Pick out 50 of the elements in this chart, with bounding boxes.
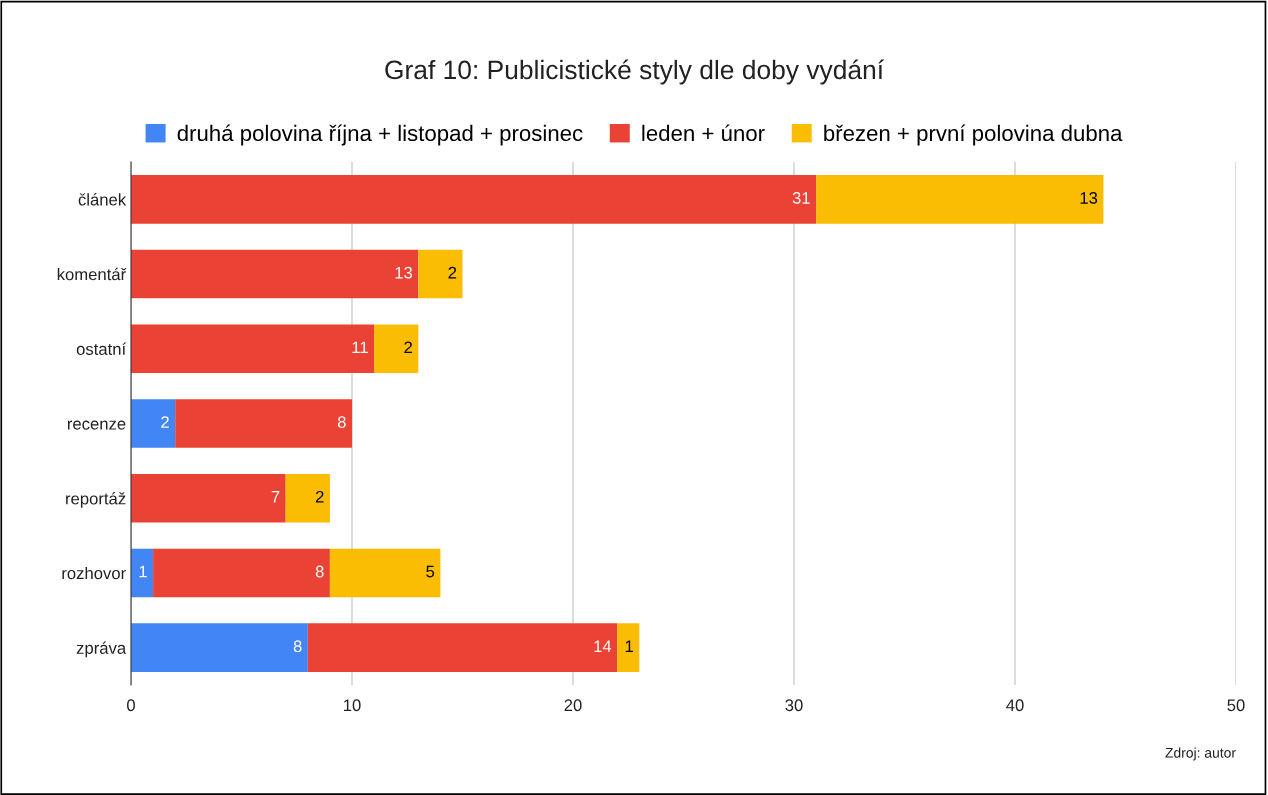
bar: [329, 548, 441, 598]
data-label: 7: [271, 491, 280, 503]
data-label: 11: [352, 341, 368, 354]
data-label: 2: [448, 266, 457, 279]
x-tick-label: 50: [1227, 699, 1245, 712]
y-tick-label: rozhovor: [62, 566, 126, 580]
data-label: 8: [293, 640, 302, 653]
x-tick-label: 0: [127, 699, 135, 712]
bar: [617, 623, 640, 672]
bar: [816, 175, 1104, 224]
data-label: 8: [337, 416, 346, 428]
bar: [131, 548, 154, 598]
bar: [131, 399, 176, 448]
bar: [131, 623, 308, 672]
data-label: 8: [315, 565, 324, 578]
y-tick-label: komentář: [57, 267, 127, 281]
bar: [175, 399, 352, 448]
y-tick-label: reportáž: [66, 492, 126, 508]
data-label: 2: [404, 341, 412, 354]
y-tick-label: zpráva: [76, 641, 127, 658]
data-label: 5: [426, 565, 435, 578]
x-tick-label: 10: [344, 699, 361, 712]
y-tick-label: ostatní: [76, 342, 127, 355]
y-tick-label: článek: [78, 193, 127, 206]
data-label: 2: [161, 416, 169, 428]
x-tick-label: 20: [564, 699, 582, 712]
text: Zdroj: autor: [1165, 747, 1236, 761]
data-label: 1: [625, 640, 633, 652]
bar: [131, 473, 286, 523]
chart-title: Graf 10: Publicistické styly dle doby vydání: [385, 59, 884, 85]
data-label: 1: [139, 565, 147, 578]
bar: [131, 175, 817, 224]
bar: [374, 324, 419, 374]
bar: [153, 548, 330, 598]
y-tick-label: recenze: [67, 420, 126, 430]
x-tick-label: 40: [1006, 699, 1024, 712]
data-label: 13: [1080, 192, 1098, 204]
legend-label: leden + únor: [642, 124, 765, 142]
data-label: 14: [594, 640, 612, 652]
bar: [131, 249, 419, 299]
x-tick-label: 30: [785, 699, 803, 712]
legend-label: březen + první polovina dubna: [824, 124, 1123, 146]
bar: [131, 324, 375, 374]
bar: [307, 623, 618, 672]
bar: [285, 473, 330, 523]
legend-label: druhá polovina října + listopad + prosinec: [177, 124, 583, 146]
data-label: 2: [315, 490, 324, 503]
data-label: 13: [395, 266, 413, 279]
bar: [418, 249, 463, 299]
data-label: 31: [792, 192, 810, 204]
